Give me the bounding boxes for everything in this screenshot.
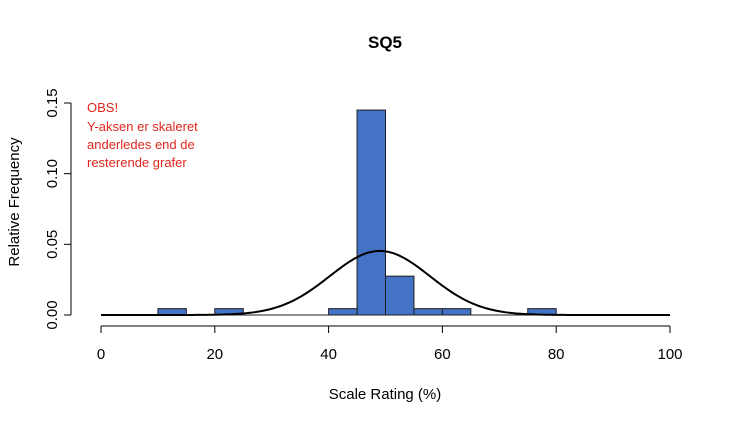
bar-group	[101, 109, 670, 316]
y-tick-label-3: 0.15	[44, 88, 61, 117]
x-tick-label-4: 80	[548, 346, 565, 363]
x-tick-label-2: 40	[320, 346, 337, 363]
histogram-bar-11	[413, 308, 443, 316]
x-tick-label-0: 0	[97, 346, 105, 363]
y-axis: 0.00 0.05 0.10 0.15	[44, 88, 72, 330]
histogram-bar-10	[385, 275, 415, 316]
annotation-line-3: anderledes end de	[87, 137, 195, 152]
x-axis-label: Scale Rating (%)	[329, 386, 442, 403]
annotation-line-2: Y-aksen er skaleret	[87, 119, 198, 134]
chart-title: SQ5	[368, 33, 402, 52]
x-tick-label-3: 60	[434, 346, 451, 363]
x-axis: 0 20 40 60 80 100	[97, 325, 683, 363]
histogram-bar-8	[328, 308, 358, 316]
annotation-line-1: OBS!	[87, 100, 118, 115]
histogram-bar-12	[441, 308, 472, 316]
histogram-bar-9	[356, 109, 386, 316]
y-tick-label-2: 0.10	[44, 159, 61, 188]
plot-area	[101, 109, 670, 316]
y-tick-label-1: 0.05	[44, 230, 61, 259]
y-tick-label-0: 0.00	[44, 300, 61, 329]
annotation-line-4: resterende grafer	[87, 155, 187, 170]
annotation-note: OBS! Y-aksen er skaleret anderledes end …	[87, 100, 198, 170]
x-tick-label-1: 20	[206, 346, 223, 363]
y-axis-label: Relative Frequency	[6, 137, 23, 267]
density-curve	[101, 249, 670, 316]
x-tick-label-5: 100	[657, 346, 682, 363]
